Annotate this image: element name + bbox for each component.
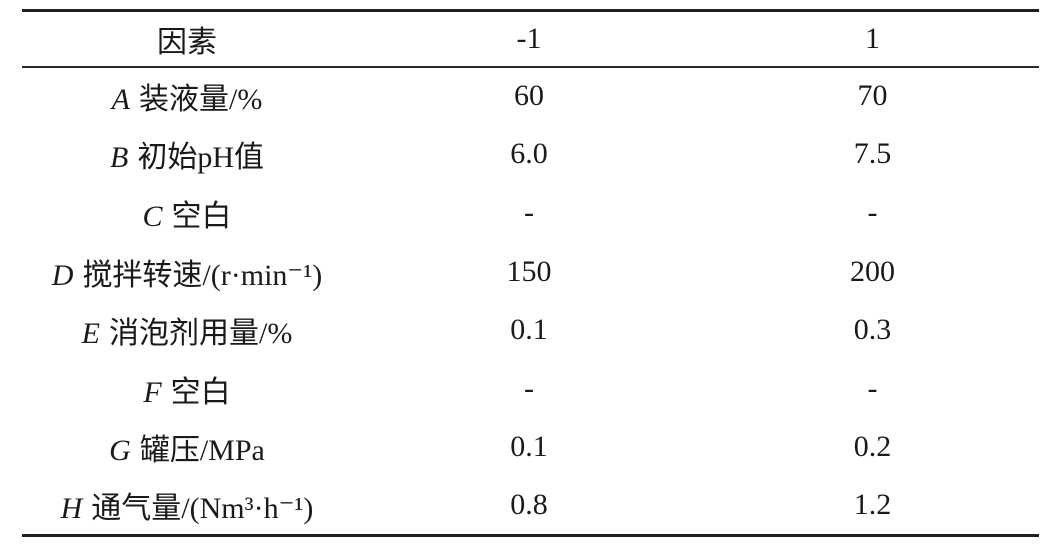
column-header-factor: 因素 bbox=[157, 25, 217, 59]
factor-letter: H bbox=[60, 492, 83, 526]
high-level-cell: 0.2 bbox=[853, 430, 892, 464]
factor-letter: F bbox=[143, 375, 162, 409]
factor-label: 消泡剂用量/% bbox=[109, 317, 293, 351]
high-level-cell: 1.2 bbox=[853, 488, 892, 522]
table-row: G 罐压/MPa 0.1 0.2 bbox=[22, 418, 1039, 477]
table-row: A 装液量/% 60 70 bbox=[22, 67, 1039, 126]
factor-cell: E 消泡剂用量/% bbox=[22, 301, 352, 360]
table-row: D 搅拌转速/(r·min⁻¹) 150 200 bbox=[22, 242, 1039, 301]
factor-letter: G bbox=[109, 434, 131, 468]
low-level-cell: 0.1 bbox=[510, 430, 548, 464]
factor-letter: E bbox=[81, 317, 100, 351]
low-level-cell: - bbox=[524, 371, 534, 405]
table-row: E 消泡剂用量/% 0.1 0.3 bbox=[22, 301, 1039, 360]
low-level-cell: 0.1 bbox=[510, 313, 548, 347]
factor-level-table: 因素 -1 1 A 装液量/% 60 70 B 初始pH值 6.0 7.5 bbox=[22, 9, 1039, 537]
factor-label: 搅拌转速/(r·min⁻¹) bbox=[82, 258, 323, 292]
table-row: B 初始pH值 6.0 7.5 bbox=[22, 125, 1039, 184]
factor-label: 空白 bbox=[171, 199, 232, 233]
low-level-cell: 150 bbox=[506, 254, 552, 288]
low-level-cell: - bbox=[524, 195, 534, 229]
factor-label: 通气量/(Nm³·h⁻¹) bbox=[91, 492, 314, 526]
high-level-cell: 200 bbox=[850, 254, 895, 288]
factor-label: 空白 bbox=[170, 375, 231, 409]
high-level-cell: 7.5 bbox=[853, 137, 892, 171]
factor-cell: G 罐压/MPa bbox=[22, 418, 352, 477]
header-row: 因素 -1 1 bbox=[22, 11, 1039, 67]
table-row: C 空白 - - bbox=[22, 184, 1039, 243]
table-body: A 装液量/% 60 70 B 初始pH值 6.0 7.5 C 空白 - - bbox=[22, 67, 1039, 536]
factor-label: 初始pH值 bbox=[137, 141, 264, 175]
table-row: F 空白 - - bbox=[22, 359, 1039, 418]
low-level-cell: 0.8 bbox=[510, 488, 548, 522]
factor-letter: C bbox=[142, 199, 163, 233]
factor-label: 装液量/% bbox=[139, 83, 263, 117]
factor-cell: H 通气量/(Nm³·h⁻¹) bbox=[22, 477, 352, 536]
high-level-cell: 0.3 bbox=[853, 313, 892, 347]
factor-cell: B 初始pH值 bbox=[22, 125, 352, 184]
factor-letter: A bbox=[111, 83, 130, 117]
factor-cell: C 空白 bbox=[22, 184, 352, 243]
factor-cell: A 装液量/% bbox=[22, 67, 352, 126]
high-level-cell: - bbox=[867, 371, 878, 405]
column-header-low-level: -1 bbox=[516, 21, 542, 55]
factor-letter: D bbox=[51, 258, 74, 292]
column-header-high-level: 1 bbox=[865, 21, 880, 55]
factor-level-table-container: 因素 -1 1 A 装液量/% 60 70 B 初始pH值 6.0 7.5 bbox=[22, 9, 1039, 537]
factor-cell: F 空白 bbox=[22, 359, 352, 418]
factor-letter: B bbox=[110, 141, 129, 175]
table-header: 因素 -1 1 bbox=[22, 11, 1039, 67]
factor-label: 罐压/MPa bbox=[139, 434, 265, 468]
table-row: H 通气量/(Nm³·h⁻¹) 0.8 1.2 bbox=[22, 477, 1039, 536]
factor-cell: D 搅拌转速/(r·min⁻¹) bbox=[22, 242, 352, 301]
low-level-cell: 6.0 bbox=[510, 137, 548, 171]
high-level-cell: 70 bbox=[857, 79, 888, 113]
high-level-cell: - bbox=[867, 195, 878, 229]
low-level-cell: 60 bbox=[514, 79, 544, 113]
